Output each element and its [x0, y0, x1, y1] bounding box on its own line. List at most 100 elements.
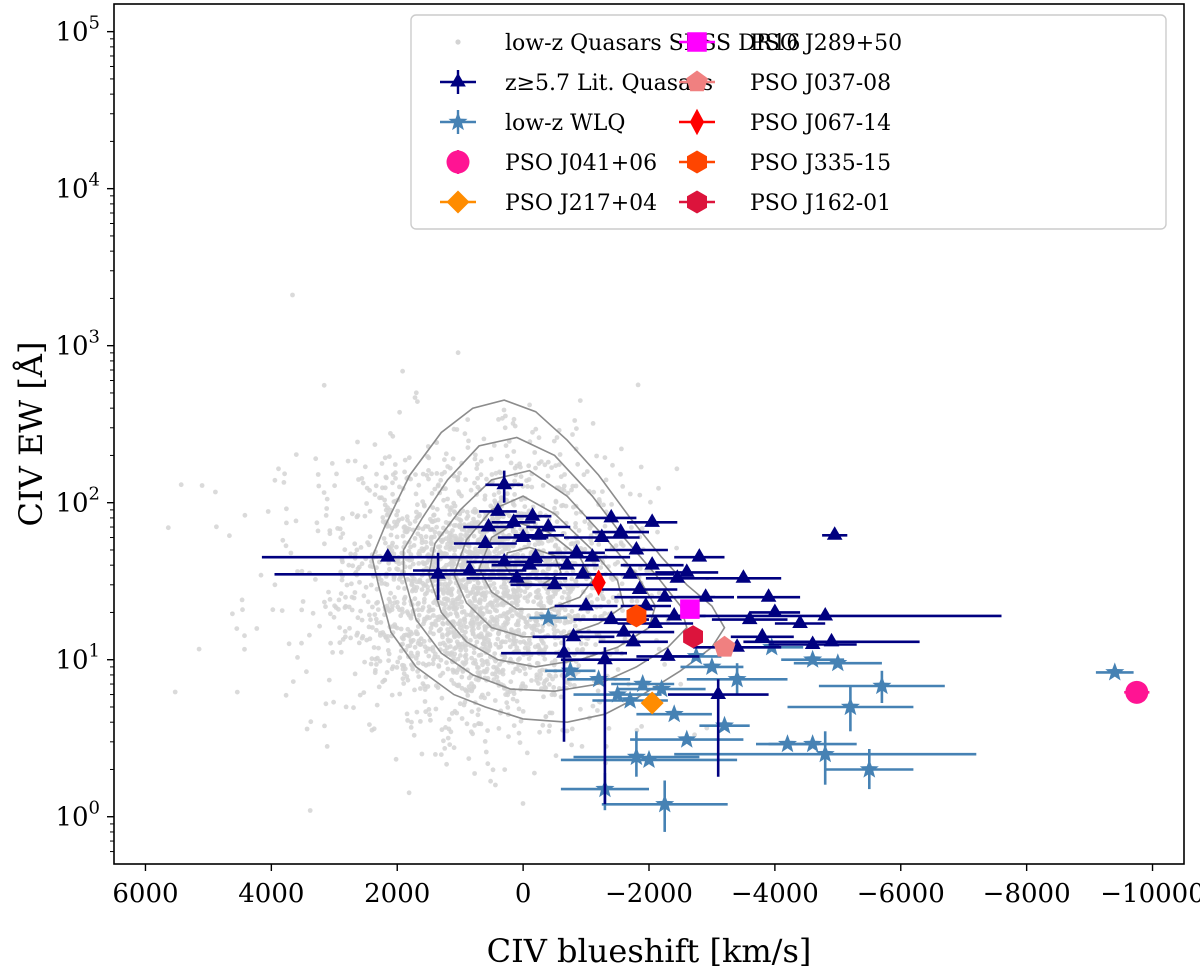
- background-point: [506, 513, 512, 519]
- background-point: [457, 593, 463, 599]
- background-point: [280, 537, 286, 543]
- background-point: [300, 599, 306, 604]
- background-point: [453, 523, 459, 528]
- background-point: [372, 442, 378, 447]
- background-point: [449, 677, 454, 683]
- background-point: [562, 472, 567, 477]
- data-point-triangle: [430, 565, 446, 579]
- background-point: [612, 561, 618, 567]
- background-point: [412, 687, 417, 693]
- background-point: [490, 604, 496, 610]
- background-point: [352, 590, 358, 595]
- data-point-star: [715, 715, 734, 734]
- data-point-diamond: [640, 691, 664, 715]
- background-point: [395, 567, 401, 572]
- background-point: [390, 603, 395, 609]
- background-point: [362, 659, 367, 665]
- background-point: [482, 594, 488, 599]
- background-point: [572, 613, 578, 619]
- background-point: [462, 653, 468, 659]
- background-point: [514, 611, 519, 616]
- data-series: [261, 470, 1150, 832]
- series-pso-j289-50: [680, 599, 700, 619]
- data-point-triangle: [631, 580, 648, 595]
- data-point-star: [633, 674, 653, 693]
- background-point: [427, 629, 433, 635]
- background-point: [558, 474, 564, 480]
- background-point: [422, 503, 427, 509]
- background-point: [532, 623, 537, 629]
- background-point: [440, 634, 445, 640]
- background-point: [359, 635, 365, 641]
- series-pso-j041-06: [1124, 680, 1150, 704]
- axis-ticks: 6000 4000 2000 0 −2000 −4000 −6000 −8000 −10000 1…: [55, 13, 1200, 909]
- background-point: [397, 655, 403, 661]
- background-point: [577, 398, 583, 403]
- background-point: [462, 533, 468, 538]
- background-point: [385, 648, 391, 653]
- background-point: [551, 691, 557, 697]
- background-point: [596, 542, 602, 547]
- background-point: [547, 710, 553, 716]
- background-point: [635, 382, 641, 388]
- background-point: [462, 617, 468, 622]
- data-point-triangle: [754, 627, 771, 642]
- background-point: [412, 395, 418, 400]
- background-point: [572, 683, 577, 688]
- background-point: [442, 551, 447, 556]
- background-point: [549, 465, 554, 470]
- background-point: [239, 597, 245, 603]
- background-point: [332, 603, 337, 609]
- background-point: [352, 671, 358, 677]
- background-point: [394, 544, 399, 550]
- background-point: [421, 561, 427, 567]
- background-point: [416, 551, 421, 557]
- background-point: [507, 644, 513, 650]
- data-point-triangle: [625, 632, 642, 647]
- background-point: [357, 579, 362, 585]
- background-point: [542, 656, 548, 662]
- background-point: [342, 547, 348, 553]
- background-point: [349, 511, 355, 517]
- background-point: [447, 644, 453, 649]
- background-point: [284, 520, 289, 526]
- background-point: [322, 723, 327, 729]
- series-pso-j217-04: [640, 691, 664, 715]
- background-point: [355, 439, 360, 445]
- background-point: [374, 627, 379, 633]
- data-point-triangle: [826, 526, 843, 540]
- background-point: [448, 537, 454, 543]
- legend-label: low-z Quasars SDSS DR16: [505, 31, 800, 56]
- background-point: [433, 706, 439, 712]
- background-point: [478, 458, 484, 464]
- background-point: [398, 626, 404, 632]
- background-point: [485, 661, 491, 667]
- background-point: [655, 529, 660, 535]
- background-point: [382, 455, 388, 461]
- background-point: [350, 563, 356, 569]
- background-point: [551, 626, 557, 632]
- background-point: [594, 453, 599, 459]
- background-point: [369, 727, 375, 733]
- data-point-star: [589, 669, 609, 688]
- background-point: [343, 634, 348, 640]
- background-point: [570, 568, 576, 574]
- background-point: [408, 613, 413, 619]
- background-point: [395, 558, 401, 564]
- background-point: [557, 618, 563, 624]
- background-point: [415, 399, 420, 404]
- background-point: [415, 601, 421, 607]
- background-point: [435, 483, 441, 489]
- background-point: [331, 614, 337, 620]
- background-point: [327, 531, 333, 537]
- background-point: [288, 550, 294, 556]
- background-point: [533, 426, 539, 432]
- background-point: [488, 778, 493, 784]
- background-point: [423, 524, 428, 529]
- background-point: [575, 540, 581, 545]
- background-point: [363, 584, 369, 590]
- background-point: [590, 421, 596, 426]
- background-point: [515, 620, 521, 626]
- background-point: [415, 650, 421, 656]
- background-point: [404, 514, 410, 520]
